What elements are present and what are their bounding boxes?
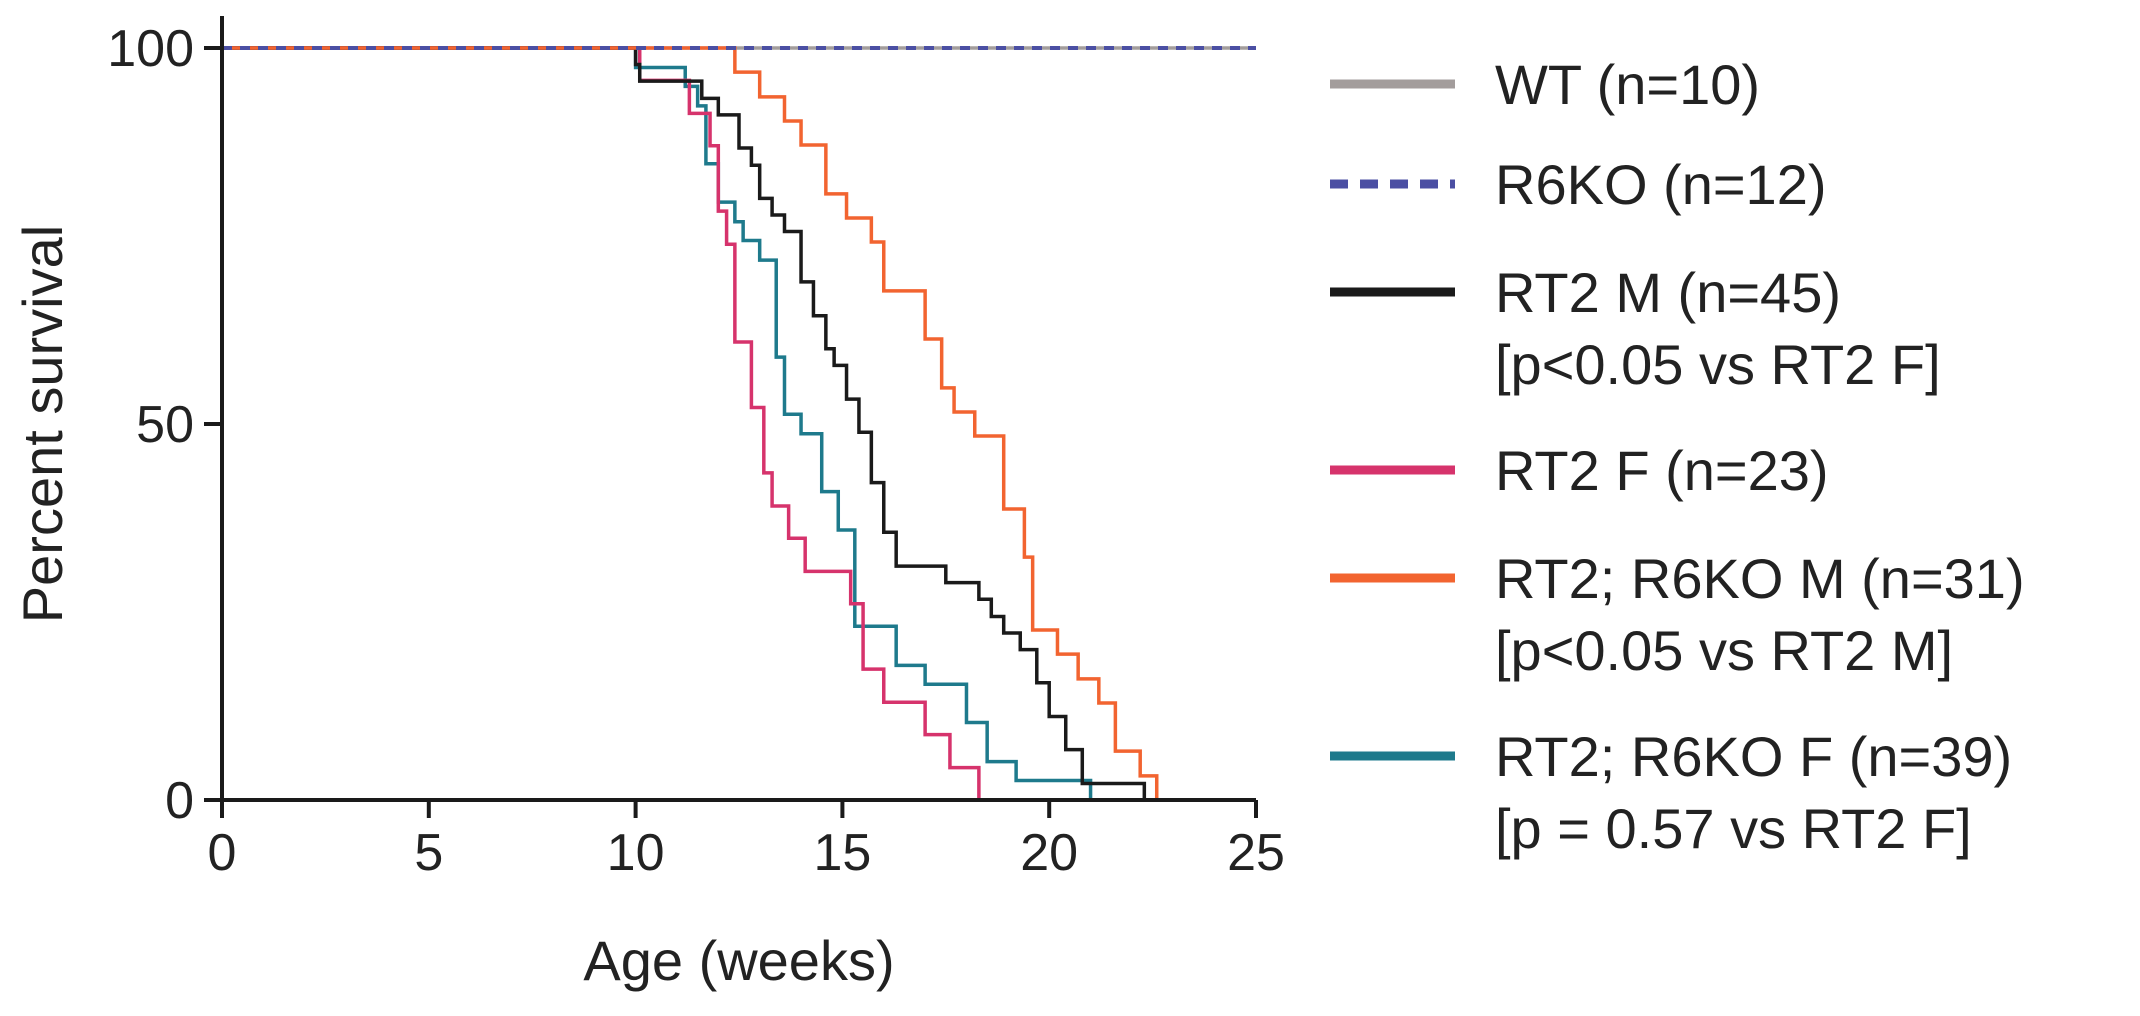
y-tick-label: 50: [136, 396, 194, 454]
legend-note-2: [p<0.05 vs RT2 F]: [1495, 333, 1941, 396]
axes: [220, 16, 1256, 802]
legend-label-0: WT (n=10): [1495, 53, 1760, 116]
y-axis-title: Percent survival: [11, 225, 74, 623]
x-tick-label: 20: [1020, 824, 1078, 882]
legend-label-2: RT2 M (n=45): [1495, 261, 1841, 324]
series-line-5: [222, 46, 1093, 800]
legend-note-5: [p = 0.57 vs RT2 F]: [1495, 797, 1972, 860]
legend: WT (n=10) R6KO (n=12) RT2 M (n=45) [p<0.05 …: [1330, 53, 2025, 860]
x-tick-label: 5: [414, 824, 443, 882]
y-tick-label: 0: [165, 772, 194, 830]
legend-note-4: [p<0.05 vs RT2 M]: [1495, 619, 1953, 682]
y-axis-ticks: 0 50 100: [107, 20, 222, 830]
legend-label-5: RT2; R6KO F (n=39): [1495, 725, 2012, 788]
x-axis-title: Age (weeks): [583, 929, 894, 992]
legend-label-3: RT2 F (n=23): [1495, 439, 1829, 502]
survival-curves: [222, 46, 1256, 802]
x-tick-label: 25: [1227, 824, 1285, 882]
x-axis-ticks: 0 5 10 15 20 25: [208, 800, 1285, 882]
series-line-4: [222, 46, 1166, 802]
y-tick-label: 100: [107, 20, 194, 78]
legend-label-1: R6KO (n=12): [1495, 153, 1827, 216]
series-line-3: [222, 46, 981, 800]
x-tick-label: 10: [607, 824, 665, 882]
x-tick-label: 15: [813, 824, 871, 882]
legend-label-4: RT2; R6KO M (n=31): [1495, 547, 2025, 610]
series-line-2: [222, 46, 1147, 800]
x-tick-label: 0: [208, 824, 237, 882]
